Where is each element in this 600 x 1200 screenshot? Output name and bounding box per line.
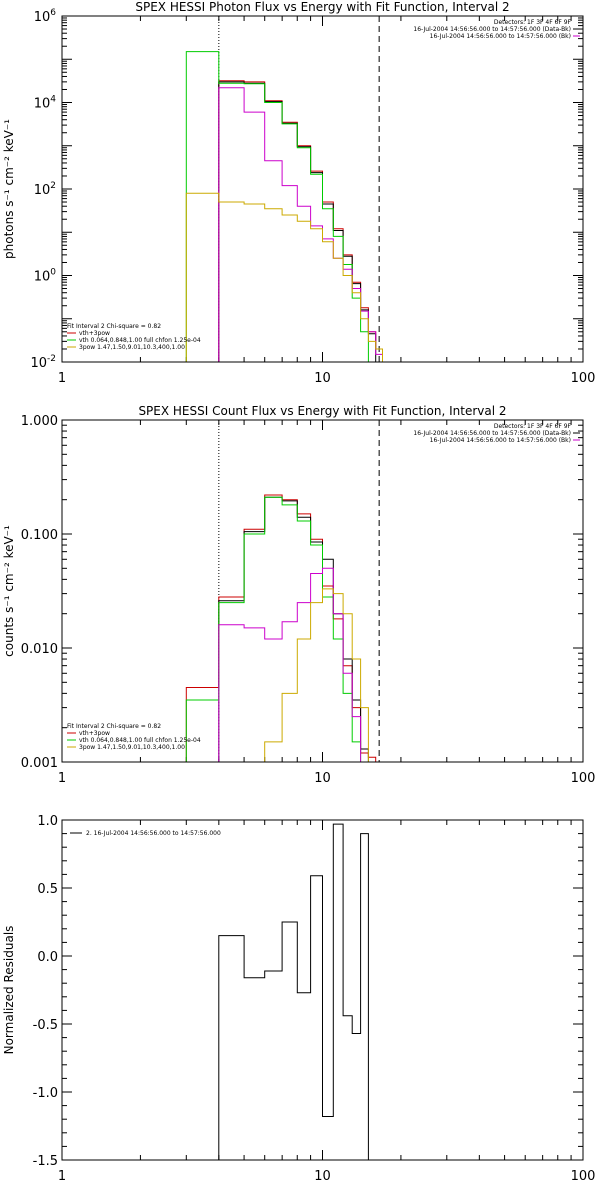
legend-label: vth+3pow xyxy=(79,730,110,737)
info-line-1: Detectors: 1F 3F 4F 6F 9F xyxy=(494,19,572,26)
legend-label: vth+3pow xyxy=(79,330,110,337)
series-group xyxy=(185,494,377,762)
series-4-step xyxy=(218,87,383,362)
x-tick-label: 1 xyxy=(58,371,66,386)
x-tick-label: 100 xyxy=(571,1169,596,1184)
y-tick-label: 106 xyxy=(34,8,57,25)
plot-frame xyxy=(61,15,584,363)
legend-title: Fit Interval 2 Chi-square = 0.82 xyxy=(67,323,161,330)
x-tick-label: 10 xyxy=(314,1169,331,1184)
y-tick-label: 0.001 xyxy=(21,756,58,771)
y-tick-exponent: 6 xyxy=(50,8,56,18)
plot-frame xyxy=(61,819,584,1161)
x-ticks xyxy=(61,16,572,362)
y-tick-base: 10 xyxy=(30,356,47,371)
x-tick-label: 1 xyxy=(58,1169,66,1184)
x-tick-label: 100 xyxy=(571,371,596,386)
series-5-step xyxy=(218,588,376,762)
chart-title: SPEX HESSI Count Flux vs Energy with Fit… xyxy=(138,404,506,418)
x-ticks xyxy=(61,820,572,1160)
series-5-step xyxy=(185,192,389,362)
y-tick-label: -0.5 xyxy=(33,1018,58,1033)
x-tick-label: 1 xyxy=(58,771,66,786)
y-tick-label: -1.5 xyxy=(33,1154,58,1169)
series-1-step xyxy=(218,823,380,1160)
y-tick-base: 10 xyxy=(34,183,51,198)
y-tick-exponent: 0 xyxy=(50,268,56,278)
y-tick-label: 10-2 xyxy=(30,354,56,371)
y-tick-base: 10 xyxy=(34,270,51,285)
y-ticks xyxy=(62,819,583,1161)
legend-label: 2. 16-Jul-2004 14:56:56.000 to 14:57:56.… xyxy=(86,830,221,837)
info-line-2: 16-Jul-2004 14:56:56.000 to 14:57:56.000… xyxy=(413,430,571,437)
info-line-2: 16-Jul-2004 14:56:56.000 to 14:57:56.000… xyxy=(413,26,571,33)
series-3-step xyxy=(185,51,376,362)
legend-label: vth 0.064,0.848,1.00 full chfon 1.25e-04 xyxy=(79,337,201,344)
y-tick-exponent: 4 xyxy=(50,95,56,105)
x-tick-label: 10 xyxy=(314,771,331,786)
y-tick-label: 102 xyxy=(34,181,56,198)
y-axis-label: photons s⁻¹ cm⁻² keV⁻¹ xyxy=(2,119,16,259)
series-4-step xyxy=(218,567,362,762)
x-ticks xyxy=(61,420,572,762)
legend-label: vth 0.064,0.848,1.00 full chfon 1.25e-04 xyxy=(79,737,201,744)
y-tick-label: 104 xyxy=(34,95,57,112)
y-axis-label: Normalized Residuals xyxy=(2,926,16,1055)
y-tick-label: 1.0 xyxy=(37,814,58,829)
y-tick-label: 100 xyxy=(34,268,57,285)
y-tick-label: 1.000 xyxy=(21,414,58,429)
info-line-1: Detectors: 1F 3F 4F 6F 9F xyxy=(494,423,572,430)
x-tick-label: 10 xyxy=(314,371,331,386)
y-tick-label: 0.010 xyxy=(21,642,58,657)
y-tick-label: 0.0 xyxy=(37,950,58,965)
legend-title: Fit Interval 2 Chi-square = 0.82 xyxy=(67,723,161,730)
series-group xyxy=(218,823,380,1160)
y-tick-label: -1.0 xyxy=(33,1086,58,1101)
y-tick-label: 0.100 xyxy=(21,528,58,543)
legend-label: 3pow 1.47,1.50,9.01,10.3,400,1.00 xyxy=(79,344,185,351)
chart-title: SPEX HESSI Photon Flux vs Energy with Fi… xyxy=(135,0,509,14)
y-tick-base: 10 xyxy=(34,97,51,112)
chart-2: SPEX HESSI Count Flux vs Energy with Fit… xyxy=(2,404,595,786)
y-tick-exponent: -2 xyxy=(47,354,56,364)
y-tick-base: 10 xyxy=(34,10,51,25)
series-3-step xyxy=(185,496,369,762)
series-2-step xyxy=(218,496,369,762)
info-line-3: 16-Jul-2004 14:56:56.000 to 14:57:56.000… xyxy=(430,437,571,444)
chart-3: Normalized Residuals 1 10 100 -1.5 -1.0 -0.5 0.… xyxy=(2,814,595,1184)
x-tick-label: 100 xyxy=(571,771,596,786)
plot-frame xyxy=(61,419,584,763)
series-group xyxy=(185,51,389,362)
series-1-step xyxy=(185,494,377,762)
chart-1: SPEX HESSI Photon Flux vs Energy with Fi… xyxy=(2,0,595,386)
y-tick-exponent: 2 xyxy=(50,181,56,191)
y-axis-label: counts s⁻¹ cm⁻² keV⁻¹ xyxy=(2,525,16,657)
info-line-3: 16-Jul-2004 14:56:56.000 to 14:57:56.000… xyxy=(430,33,571,40)
legend-label: 3pow 1.47,1.50,9.01,10.3,400,1.00 xyxy=(79,744,185,751)
y-tick-label: 0.5 xyxy=(37,882,58,897)
